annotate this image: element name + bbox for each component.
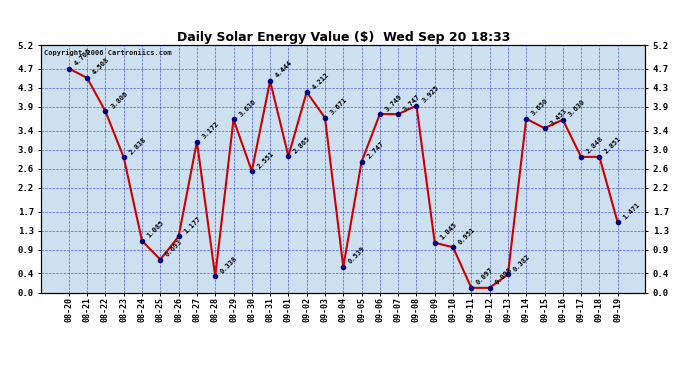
Text: 0.098: 0.098 [494,267,513,286]
Text: 4.508: 4.508 [91,57,110,76]
Text: 3.650: 3.650 [531,98,550,117]
Text: 0.951: 0.951 [457,226,477,246]
Text: 3.630: 3.630 [567,99,586,118]
Text: 3.749: 3.749 [384,93,403,112]
Text: 0.097: 0.097 [475,267,495,286]
Text: 2.551: 2.551 [256,150,275,169]
Text: Copyright 2006 Cartroniics.com: Copyright 2006 Cartroniics.com [44,49,172,55]
Text: 2.851: 2.851 [604,136,623,155]
Text: 4.212: 4.212 [311,71,330,90]
Text: 0.539: 0.539 [348,246,366,265]
Text: 3.636: 3.636 [237,98,257,118]
Text: 0.382: 0.382 [512,253,531,273]
Text: 3.172: 3.172 [201,120,220,140]
Text: 1.177: 1.177 [183,215,202,235]
Text: 3.806: 3.806 [110,90,129,110]
Text: 3.453: 3.453 [549,107,568,126]
Text: 3.925: 3.925 [421,85,440,104]
Text: 2.747: 2.747 [366,141,385,160]
Text: 2.838: 2.838 [128,136,147,156]
Text: 1.045: 1.045 [439,222,458,241]
Text: 2.865: 2.865 [293,135,312,154]
Text: 0.338: 0.338 [219,255,239,274]
Text: 1.085: 1.085 [146,220,166,239]
Text: 3.747: 3.747 [402,93,422,112]
Text: 4.444: 4.444 [274,60,293,79]
Title: Daily Solar Energy Value ($)  Wed Sep 20 18:33: Daily Solar Energy Value ($) Wed Sep 20 … [177,31,510,44]
Text: 0.693: 0.693 [164,238,184,258]
Text: 4.706: 4.706 [73,48,92,67]
Text: 3.671: 3.671 [329,97,348,116]
Text: 2.848: 2.848 [585,136,604,155]
Text: 1.471: 1.471 [622,201,641,221]
